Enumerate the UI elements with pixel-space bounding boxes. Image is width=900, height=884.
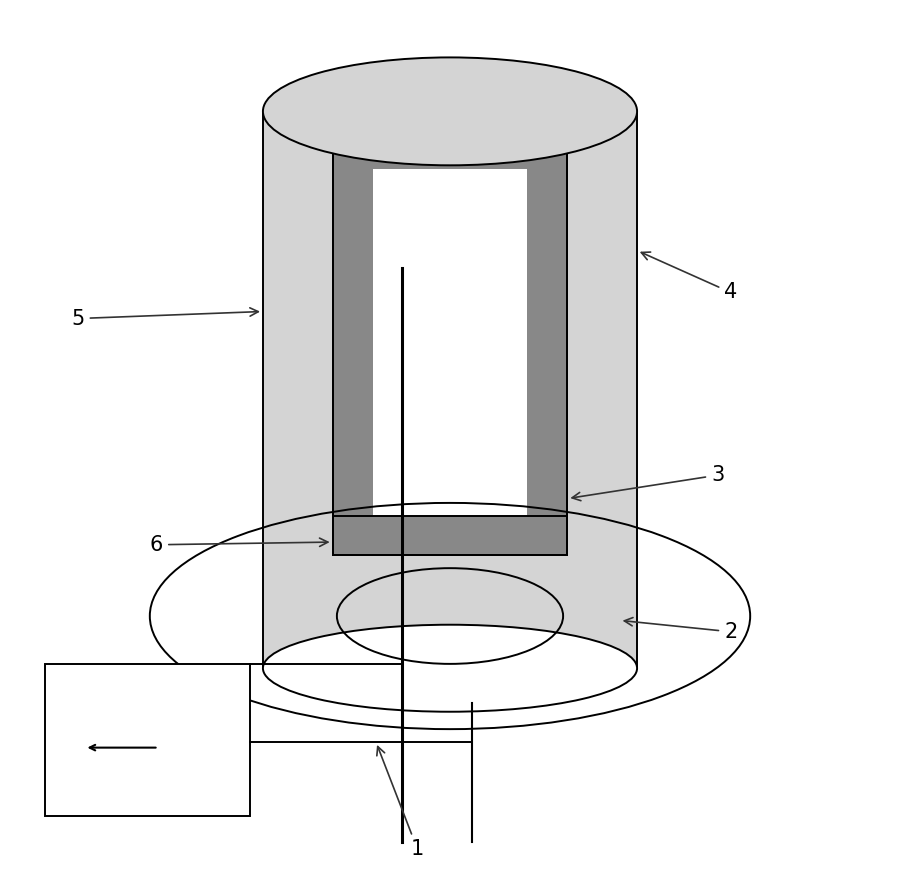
Text: 1: 1: [377, 746, 424, 859]
Text: 4: 4: [642, 252, 737, 302]
Bar: [45, 664, 250, 816]
Polygon shape: [263, 111, 637, 668]
Ellipse shape: [263, 625, 637, 712]
Ellipse shape: [263, 57, 637, 165]
Text: 5: 5: [71, 308, 258, 329]
Ellipse shape: [263, 625, 637, 712]
Text: 2: 2: [625, 618, 737, 642]
Text: 6: 6: [149, 535, 328, 555]
Text: 3: 3: [572, 465, 724, 500]
Polygon shape: [332, 516, 568, 555]
Ellipse shape: [263, 57, 637, 165]
Polygon shape: [332, 129, 568, 555]
Polygon shape: [373, 169, 527, 516]
